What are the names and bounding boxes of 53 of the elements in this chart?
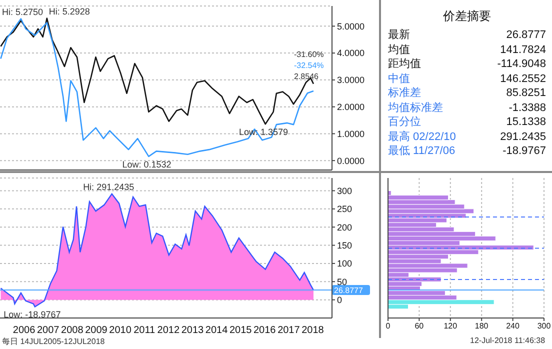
annotation: Low: 0.1532 <box>122 159 172 170</box>
y-tick-label: 5.0000 <box>337 21 365 32</box>
y-tick-label: 4.0000 <box>337 48 365 58</box>
ref-line-label: 26.8777 <box>334 286 364 296</box>
x-tick-label: 240 <box>506 322 520 331</box>
x-tick-label: 2018 <box>302 325 324 336</box>
x-tick-label: 2012 <box>157 325 180 336</box>
text: 均值 141.7824 <box>388 44 546 56</box>
x-tick-label: 2014 <box>205 325 228 336</box>
text: 均值标准差 -1.3388 <box>388 102 546 114</box>
text: 标准差 85.8251 <box>388 87 546 99</box>
x-tick-label: 120 <box>444 322 458 331</box>
y-tick-label: 200 <box>337 222 352 232</box>
annotation: Hi: 5.2928 <box>48 6 90 16</box>
y-tick-label: 0.0000 <box>337 156 365 166</box>
text: 每日 14JUL2005-12JUL2018 <box>2 336 105 347</box>
x-tick-label: 2007 <box>36 325 60 336</box>
text: 中值 146.2552 <box>388 72 546 84</box>
y-tick-label: 300 <box>337 186 352 196</box>
annotation: Hi: 291.2435 <box>83 182 134 192</box>
x-tick-label: 2015 <box>229 325 252 336</box>
text: 最高 02/22/10 291.2435 <box>388 130 546 142</box>
x-tick-label: 2016 <box>254 325 276 336</box>
x-tick-label: 2010 <box>109 325 132 336</box>
text: 最低 11/27/06 -18.9767 <box>388 145 546 157</box>
y-tick-label: 150 <box>337 240 352 250</box>
x-tick-label: 2013 <box>181 325 204 336</box>
y-tick-label: 3.0000 <box>337 75 365 86</box>
annotation: Hi: 5.2750 <box>2 6 44 17</box>
y-tick-label: 1.0000 <box>337 128 365 139</box>
annotation: Low: -18.9767 <box>4 310 61 320</box>
x-tick-label: 0 <box>386 322 391 331</box>
y-tick-label: 100 <box>337 258 352 269</box>
text: 最新 26.8777 <box>388 29 546 41</box>
y-tick-label: 50 <box>337 276 348 287</box>
x-tick-label: 60 <box>414 322 424 331</box>
annotation: 2.8546 <box>294 72 318 81</box>
x-tick-label: 2006 <box>12 325 36 336</box>
x-tick-label: 2011 <box>134 325 156 336</box>
y-tick-label: 250 <box>337 204 352 214</box>
annotation: -31.60% <box>294 50 324 59</box>
text: 距均值 -114.9048 <box>388 58 546 70</box>
annotation: -32.54% <box>294 61 324 70</box>
text: 百分位 15.1338 <box>388 116 546 128</box>
text: 价差摘要 <box>442 8 492 25</box>
x-tick-label: 2009 <box>85 325 108 336</box>
y-tick-label: 2.0000 <box>337 102 365 112</box>
x-tick-label: 180 <box>474 322 489 331</box>
x-tick-label: 2017 <box>278 325 300 336</box>
x-tick-label: 2008 <box>61 325 84 336</box>
text: 12-Jul-2018 11:46:38 <box>470 336 546 345</box>
y-tick-label: 0 <box>337 295 342 306</box>
x-tick-label: 300 <box>537 322 552 331</box>
